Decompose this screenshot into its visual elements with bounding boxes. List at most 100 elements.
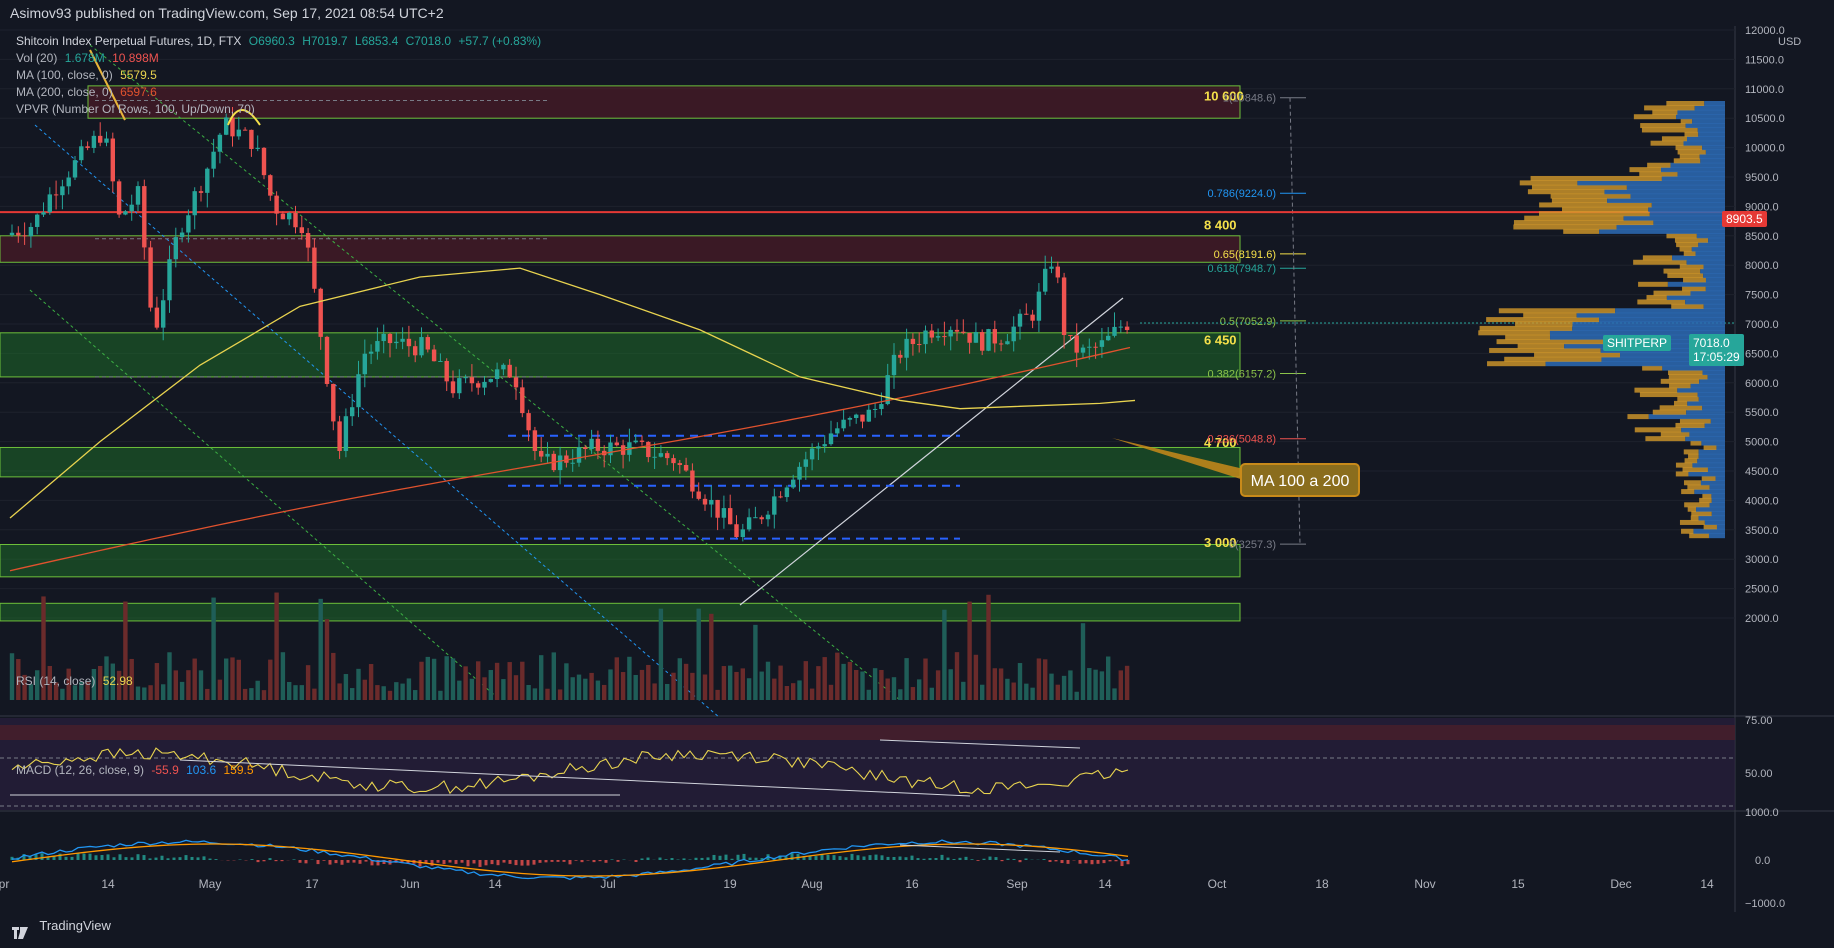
candle-body	[1068, 335, 1072, 336]
vpvr-bar-down	[1539, 211, 1650, 216]
vpvr-bar-down	[1520, 180, 1578, 185]
volume-bar	[167, 652, 171, 700]
vpvr-bar-up	[1706, 150, 1725, 155]
macd-histogram-bar	[497, 860, 500, 865]
candle-body	[470, 377, 474, 383]
vpvr-bar-down	[1523, 313, 1576, 318]
vpvr-legend[interactable]: VPVR (Number Of Rows, 100, Up/Down, 70)	[16, 102, 259, 116]
macd-histogram-bar	[89, 854, 92, 860]
volume-bar	[155, 663, 159, 700]
symbol-title: Shitcoin Index Perpetual Futures, 1D, FT…	[16, 34, 241, 48]
volume-bar	[451, 658, 455, 700]
candle-body	[753, 517, 757, 518]
volume-bar	[608, 669, 612, 700]
macd-histogram-bar	[1067, 860, 1070, 864]
time-axis-label: May	[199, 877, 222, 891]
volume-bar	[237, 660, 241, 700]
candle-body	[350, 407, 354, 416]
price-axis-tick: 4000.0	[1745, 495, 1779, 507]
macd-histogram-bar	[695, 858, 698, 860]
macd-histogram-bar	[1103, 860, 1106, 863]
vpvr-bar-down	[1669, 383, 1691, 388]
candle-body	[961, 332, 965, 333]
volume-bar	[1125, 666, 1129, 700]
ma200-legend[interactable]: MA (200, close, 0) 6597.6	[16, 85, 161, 99]
vpvr-bar-down	[1638, 282, 1668, 287]
ohlc-open: O6960.3	[249, 34, 295, 48]
candle-body	[426, 337, 430, 349]
candle-body	[199, 191, 203, 193]
symbol-legend[interactable]: Shitcoin Index Perpetual Futures, 1D, FT…	[16, 34, 545, 48]
vpvr-bar-down	[1539, 202, 1652, 207]
candle-body	[810, 449, 814, 460]
volume-bar	[281, 652, 285, 700]
zone-4700	[0, 447, 1240, 476]
volume-bar	[10, 653, 14, 700]
macd-histogram-bar	[935, 858, 938, 860]
candle-body	[457, 378, 461, 393]
vpvr-bar-down	[1681, 529, 1693, 534]
published-text: Asimov93 published on TradingView.com, S…	[10, 5, 444, 21]
vpvr-bar-down	[1678, 150, 1706, 155]
volume-bar	[955, 652, 959, 700]
macd-histogram-bar	[161, 856, 164, 860]
vpvr-bar-up	[1650, 211, 1725, 216]
candle-body	[608, 442, 612, 455]
vpvr-bar-up	[1688, 471, 1725, 476]
macd-histogram-bar	[605, 860, 608, 863]
vpvr-bar-down	[1680, 264, 1704, 269]
volume-bar	[161, 684, 165, 700]
candle-body	[684, 465, 688, 471]
macd-histogram-bar	[575, 860, 578, 861]
macd-histogram-bar	[1061, 860, 1064, 863]
macd-histogram-bar	[455, 860, 458, 864]
volume-bar	[1018, 663, 1022, 700]
macd-histogram-bar	[1085, 860, 1088, 863]
vpvr-bar-down	[1674, 401, 1687, 406]
ma100-legend[interactable]: MA (100, close, 0) 5579.5	[16, 68, 161, 82]
volume-bar	[1056, 685, 1060, 700]
volume-bar	[583, 679, 587, 700]
candle-body	[804, 459, 808, 466]
vpvr-bar-up	[1699, 454, 1725, 459]
volume-bar	[760, 672, 764, 700]
last-price-value: 7018.0	[1693, 336, 1740, 350]
vpvr-bar-up	[1652, 202, 1725, 207]
candle-body	[117, 181, 121, 214]
vol-legend[interactable]: Vol (20) 1.678M 10.898M	[16, 51, 163, 65]
vpvr-bar-down	[1683, 467, 1708, 472]
vpvr-bar-down	[1684, 449, 1699, 454]
vpvr-bar-down	[1634, 114, 1676, 119]
vpvr-bar-down	[1651, 141, 1684, 146]
vpvr-bar-up	[1686, 410, 1725, 415]
vpvr-bar-up	[1705, 520, 1725, 525]
footer: TradingView	[0, 912, 1834, 939]
macd-histogram-bar	[671, 858, 674, 860]
annotation-callout[interactable]: MA 100 a 200	[1240, 463, 1360, 497]
macd-legend[interactable]: MACD (12, 26, close, 9) -55.9 103.6 159.…	[16, 763, 258, 777]
macd-histogram-bar	[473, 860, 476, 863]
volume-bar	[1012, 683, 1016, 700]
rsi-legend[interactable]: RSI (14, close) 52.98	[16, 674, 137, 688]
macd-histogram-bar	[77, 853, 80, 860]
macd-histogram-bar	[1043, 859, 1046, 860]
volume-bar	[375, 685, 379, 700]
vpvr-bar-down	[1688, 454, 1699, 459]
volume-bar	[652, 683, 656, 700]
candle-body	[388, 334, 392, 343]
candle-body	[142, 186, 146, 247]
candle-body	[104, 139, 108, 143]
macd-histogram-bar	[431, 860, 434, 866]
candle-body	[1087, 347, 1091, 348]
candle-body	[1081, 348, 1085, 353]
candle-body	[16, 233, 20, 236]
volume-bar	[879, 670, 883, 700]
vpvr-bar-down	[1674, 158, 1701, 163]
vpvr-bar-up	[1710, 485, 1725, 490]
vpvr-bar-down	[1505, 335, 1550, 340]
volume-bar	[841, 664, 845, 700]
zone-10600	[88, 86, 1240, 118]
vpvr-bar-down	[1633, 260, 1686, 265]
candle-body	[766, 515, 770, 520]
